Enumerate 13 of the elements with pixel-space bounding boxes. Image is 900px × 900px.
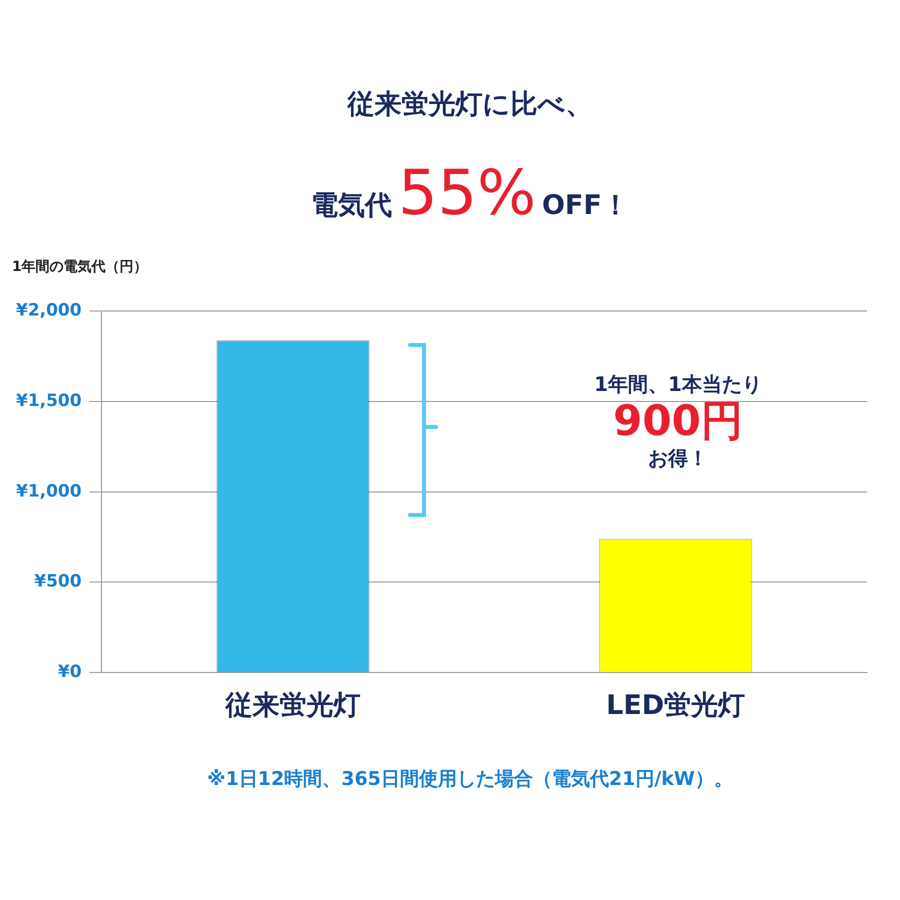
y-tick-label: ¥2,000 <box>16 300 82 321</box>
y-tick-label: ¥0 <box>58 662 82 682</box>
annotation: 900円 <box>612 396 744 445</box>
text: ※1日12時間、365日間使用した場合（電気代21円/kW）。 <box>206 767 734 792</box>
annotation: お得！ <box>647 445 709 472</box>
annotation: 1年間、1本当たり <box>593 371 763 398</box>
y-tick-label: ¥1,500 <box>16 390 82 411</box>
y-tick-label: ¥500 <box>34 572 82 592</box>
y-axis-title: 1年間の電気代（円） <box>12 258 148 276</box>
x-tick-label: 従来蛍光灯 <box>224 690 360 721</box>
x-tick-label: LED蛍光灯 <box>606 690 746 721</box>
chart-title: 従来蛍光灯に比べ、 <box>346 88 594 122</box>
y-tick-label: ¥1,000 <box>16 481 82 502</box>
